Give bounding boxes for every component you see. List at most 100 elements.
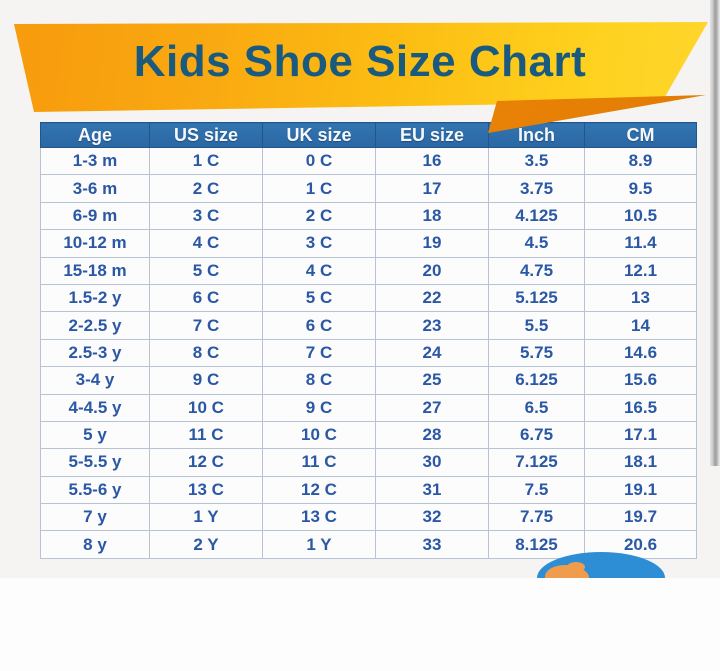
table-cell: 6-9 m: [40, 201, 150, 231]
table-cell: 2-2.5 y: [40, 311, 150, 340]
table-cell: 1 Y: [149, 503, 263, 532]
column-header: CM: [584, 122, 697, 148]
table-cell: 5 C: [149, 256, 263, 285]
table-cell: 18: [375, 201, 489, 231]
table-cell: 5 C: [262, 283, 376, 313]
table-cell: 16: [375, 146, 489, 176]
table-cell: 20.6: [584, 530, 697, 559]
table-cell: 11 C: [149, 420, 263, 450]
table-cell: 4-4.5 y: [40, 393, 150, 422]
table-row: 5 y 11 C 10 C 28 6.75 17.1: [40, 420, 697, 450]
table-cell: 10-12 m: [40, 229, 150, 258]
size-table-header: Age US size UK size EU size Inch CM: [40, 122, 697, 148]
table-cell: 8 y: [40, 530, 150, 559]
table-cell: 7 C: [262, 338, 376, 368]
table-cell: 6.5: [488, 393, 585, 422]
table-cell: 9 C: [149, 366, 263, 395]
table-cell: 13: [584, 283, 697, 313]
table-cell: 5.125: [488, 283, 585, 313]
column-header: US size: [149, 122, 263, 148]
table-cell: 9 C: [262, 393, 376, 422]
table-cell: 6 C: [262, 311, 376, 340]
table-cell: 3 C: [149, 201, 263, 231]
table-cell: 5.5: [488, 311, 585, 340]
table-cell: 5.75: [488, 338, 585, 368]
table-cell: 12 C: [262, 475, 376, 505]
table-cell: 22: [375, 283, 489, 313]
table-cell: 16.5: [584, 393, 697, 422]
table-cell: 8.9: [584, 146, 697, 176]
table-cell: 4.5: [488, 229, 585, 258]
table-cell: 2.5-3 y: [40, 338, 150, 368]
table-cell: 20: [375, 256, 489, 285]
table-cell: 30: [375, 448, 489, 477]
table-cell: 11 C: [262, 448, 376, 477]
table-cell: 4.125: [488, 201, 585, 231]
table-cell: 11.4: [584, 229, 697, 258]
table-cell: 3 C: [262, 229, 376, 258]
table-cell: 10 C: [149, 393, 263, 422]
table-cell: 19.7: [584, 503, 697, 532]
table-cell: 15-18 m: [40, 256, 150, 285]
table-cell: 13 C: [262, 503, 376, 532]
page-title: Kids Shoe Size Chart: [133, 37, 587, 86]
table-cell: 2 C: [149, 174, 263, 203]
table-cell: 1 C: [262, 174, 376, 203]
table-cell: 4.75: [488, 256, 585, 285]
table-cell: 7 C: [149, 311, 263, 340]
table-cell: 5.5-6 y: [40, 475, 150, 505]
table-cell: 24: [375, 338, 489, 368]
header-row: Age US size UK size EU size Inch CM: [40, 122, 697, 148]
table-cell: 27: [375, 393, 489, 422]
table-cell: 5 y: [40, 420, 150, 450]
table-cell: 10 C: [262, 420, 376, 450]
table-cell: 1 C: [149, 146, 263, 176]
table-cell: 1-3 m: [40, 146, 150, 176]
table-cell: 33: [375, 530, 489, 559]
table-cell: 3.5: [488, 146, 585, 176]
table-row: 5-5.5 y 12 C 11 C 30 7.125 18.1: [40, 448, 697, 477]
table-cell: 9.5: [584, 174, 697, 203]
table-cell: 28: [375, 420, 489, 450]
table-cell: 1 Y: [262, 530, 376, 559]
title-banner-ribbon: Kids Shoe Size Chart: [14, 22, 708, 112]
table-cell: 0 C: [262, 146, 376, 176]
table-cell: 2 C: [262, 201, 376, 231]
table-cell: 8 C: [262, 366, 376, 395]
table-cell: 3.75: [488, 174, 585, 203]
table-cell: 10.5: [584, 201, 697, 231]
table-cell: 15.6: [584, 366, 697, 395]
table-cell: 5-5.5 y: [40, 448, 150, 477]
table-cell: 32: [375, 503, 489, 532]
table-cell: 23: [375, 311, 489, 340]
table-cell: 4 C: [149, 229, 263, 258]
table-cell: 1.5-2 y: [40, 283, 150, 313]
table-cell: 7.125: [488, 448, 585, 477]
table-cell: 12.1: [584, 256, 697, 285]
table-cell: 13 C: [149, 475, 263, 505]
table-cell: 7.75: [488, 503, 585, 532]
bottom-white-margin: [0, 578, 720, 671]
table-cell: 12 C: [149, 448, 263, 477]
table-cell: 4 C: [262, 256, 376, 285]
table-cell: 6.75: [488, 420, 585, 450]
table-cell: 3-4 y: [40, 366, 150, 395]
table-cell: 31: [375, 475, 489, 505]
table-cell: 7.5: [488, 475, 585, 505]
table-cell: 6.125: [488, 366, 585, 395]
table-cell: 8.125: [488, 530, 585, 559]
table-cell: 19: [375, 229, 489, 258]
cartoon-head-peek: [537, 552, 665, 578]
table-cell: 19.1: [584, 475, 697, 505]
